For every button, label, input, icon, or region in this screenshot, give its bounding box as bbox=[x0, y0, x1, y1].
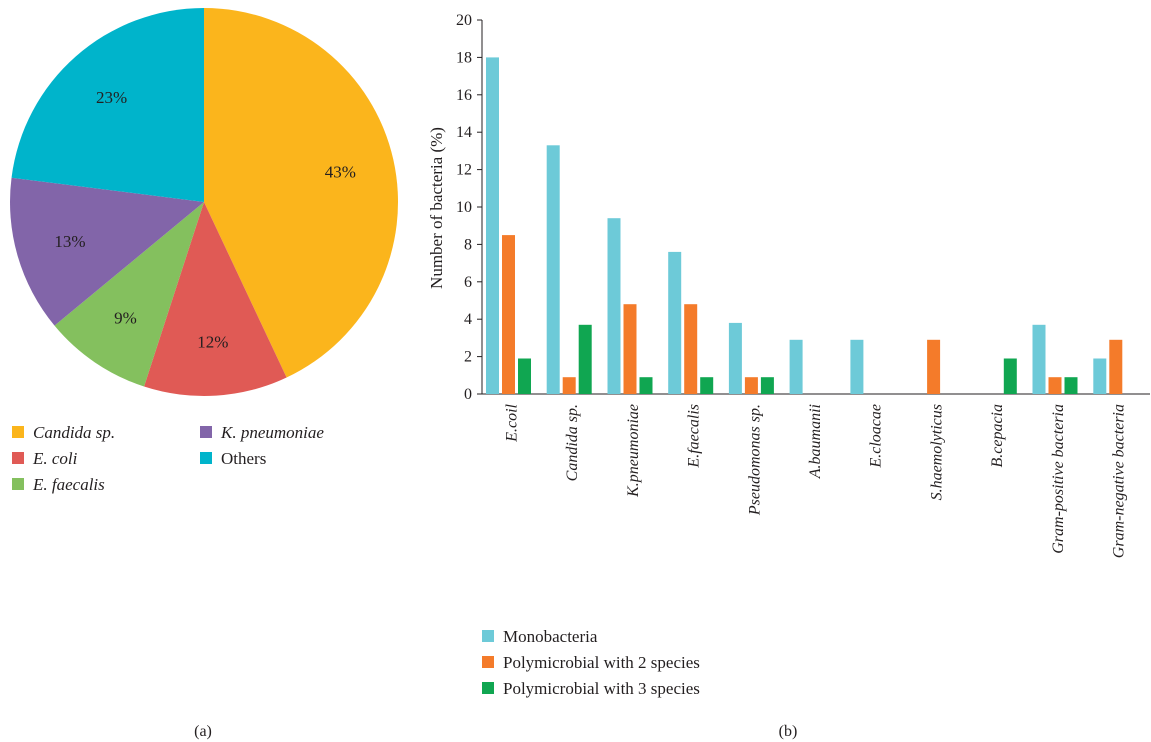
x-category-label: E.coil bbox=[503, 403, 520, 442]
legend-swatch-others bbox=[200, 452, 212, 464]
x-category-label: Candida sp. bbox=[564, 404, 581, 481]
y-tick-label: 10 bbox=[456, 199, 472, 216]
y-tick-label: 14 bbox=[456, 124, 472, 141]
bar-monobacteria-a-baumanii bbox=[790, 340, 803, 394]
x-category-label: S.haemolyticus bbox=[929, 404, 946, 500]
y-axis-ticks: 0 2 4 6 8 10 12 14 16 18 20 bbox=[456, 12, 482, 403]
bar-polymicrobial-with-2-species-e-faecalis bbox=[684, 304, 697, 394]
legend-swatch-polymicrobial-with-3-species bbox=[482, 682, 494, 694]
x-axis-categories: E.coil Candida sp. K.pneumoniae E.faecalis P… bbox=[503, 403, 1127, 558]
y-tick-label: 0 bbox=[464, 386, 472, 403]
legend-label-others: Others bbox=[221, 449, 266, 468]
legend-label-k-pneumoniae: K. pneumoniae bbox=[220, 423, 324, 442]
bar-polymicrobial-with-2-species-k-pneumoniae bbox=[624, 304, 637, 394]
bar-monobacteria-e-faecalis bbox=[668, 252, 681, 394]
bar-polymicrobial-with-3-species-e-coil bbox=[518, 359, 531, 395]
legend-swatch-candida-sp bbox=[12, 426, 24, 438]
bar-polymicrobial-with-3-species-pseudomonas-sp bbox=[761, 377, 774, 394]
pie-label-others: 23% bbox=[96, 88, 127, 107]
bar-polymicrobial-with-3-species-k-pneumoniae bbox=[640, 377, 653, 394]
legend-swatch-k-pneumoniae bbox=[200, 426, 212, 438]
x-category-label: E.cloacae bbox=[868, 404, 885, 469]
y-tick-label: 18 bbox=[456, 49, 472, 66]
bar-monobacteria-e-cloacae bbox=[850, 340, 863, 394]
bar-polymicrobial-with-2-species-candida-sp bbox=[563, 377, 576, 394]
legend-swatch-polymicrobial-with-2-species bbox=[482, 656, 494, 668]
x-category-label: Gram-positive bacteria bbox=[1050, 404, 1067, 554]
bar-polymicrobial-with-2-species-gram-positive-bacteria bbox=[1049, 377, 1062, 394]
bar-polymicrobial-with-2-species-pseudomonas-sp bbox=[745, 377, 758, 394]
pie-label-e-faecalis: 9% bbox=[114, 309, 137, 328]
legend-label-e-faecalis: E. faecalis bbox=[32, 475, 105, 494]
legend-label-e-coli: E. coli bbox=[32, 449, 78, 468]
panel-label-a: (a) bbox=[194, 723, 212, 740]
pie-label-candida-sp: 43% bbox=[325, 163, 356, 182]
bar-legend: Monobacteria Polymicrobial with 2 species… bbox=[482, 627, 700, 698]
y-axis-title: Number of bacteria (%) bbox=[427, 127, 446, 289]
x-category-label: Gram-negative bacteria bbox=[1111, 404, 1128, 558]
legend-swatch-e-coli bbox=[12, 452, 24, 464]
bar-polymicrobial-with-3-species-e-faecalis bbox=[700, 377, 713, 394]
y-tick-label: 6 bbox=[464, 274, 472, 291]
x-category-label: E.faecalis bbox=[686, 404, 703, 469]
legend-swatch-e-faecalis bbox=[12, 478, 24, 490]
panel-label-b: (b) bbox=[779, 723, 798, 740]
y-tick-label: 16 bbox=[456, 87, 472, 104]
legend-swatch-monobacteria bbox=[482, 630, 494, 642]
y-tick-label: 12 bbox=[456, 162, 472, 179]
bar-monobacteria-candida-sp bbox=[547, 145, 560, 394]
x-category-label: B.cepacia bbox=[989, 404, 1006, 468]
pie-label-e-coli: 12% bbox=[197, 332, 228, 351]
bar-polymicrobial-with-2-species-gram-negative-bacteria bbox=[1109, 340, 1122, 394]
bar-monobacteria-e-coil bbox=[486, 57, 499, 394]
bar-monobacteria-gram-positive-bacteria bbox=[1033, 325, 1046, 394]
bar-polymicrobial-with-2-species-e-coil bbox=[502, 235, 515, 394]
bar-monobacteria-gram-negative-bacteria bbox=[1093, 359, 1106, 395]
y-tick-label: 8 bbox=[464, 236, 472, 253]
legend-label-monobacteria: Monobacteria bbox=[503, 627, 598, 646]
x-category-label: K.pneumoniae bbox=[625, 404, 642, 498]
pie-chart: 43% 12% 9% 13% 23% bbox=[10, 8, 398, 396]
pie-legend: Candida sp. E. coli E. faecalis K. pneumoni… bbox=[12, 423, 324, 494]
bar-polymicrobial-with-2-species-s-haemolyticus bbox=[927, 340, 940, 394]
bar-chart bbox=[486, 57, 1122, 394]
bar-polymicrobial-with-3-species-b-cepacia bbox=[1004, 359, 1017, 395]
bar-monobacteria-k-pneumoniae bbox=[608, 218, 621, 394]
pie-label-k-pneumoniae: 13% bbox=[54, 232, 85, 251]
legend-label-polymicrobial-with-2-species: Polymicrobial with 2 species bbox=[503, 653, 700, 672]
x-category-label: A.baumanii bbox=[807, 404, 824, 479]
y-tick-label: 20 bbox=[456, 12, 472, 29]
bar-polymicrobial-with-3-species-gram-positive-bacteria bbox=[1065, 377, 1078, 394]
x-category-label: Pseudomonas sp. bbox=[746, 404, 763, 516]
legend-label-candida-sp: Candida sp. bbox=[33, 423, 115, 442]
y-tick-label: 4 bbox=[464, 311, 472, 328]
legend-label-polymicrobial-with-3-species: Polymicrobial with 3 species bbox=[503, 679, 700, 698]
bar-polymicrobial-with-3-species-candida-sp bbox=[579, 325, 592, 394]
bar-monobacteria-pseudomonas-sp bbox=[729, 323, 742, 394]
y-tick-label: 2 bbox=[464, 349, 472, 366]
